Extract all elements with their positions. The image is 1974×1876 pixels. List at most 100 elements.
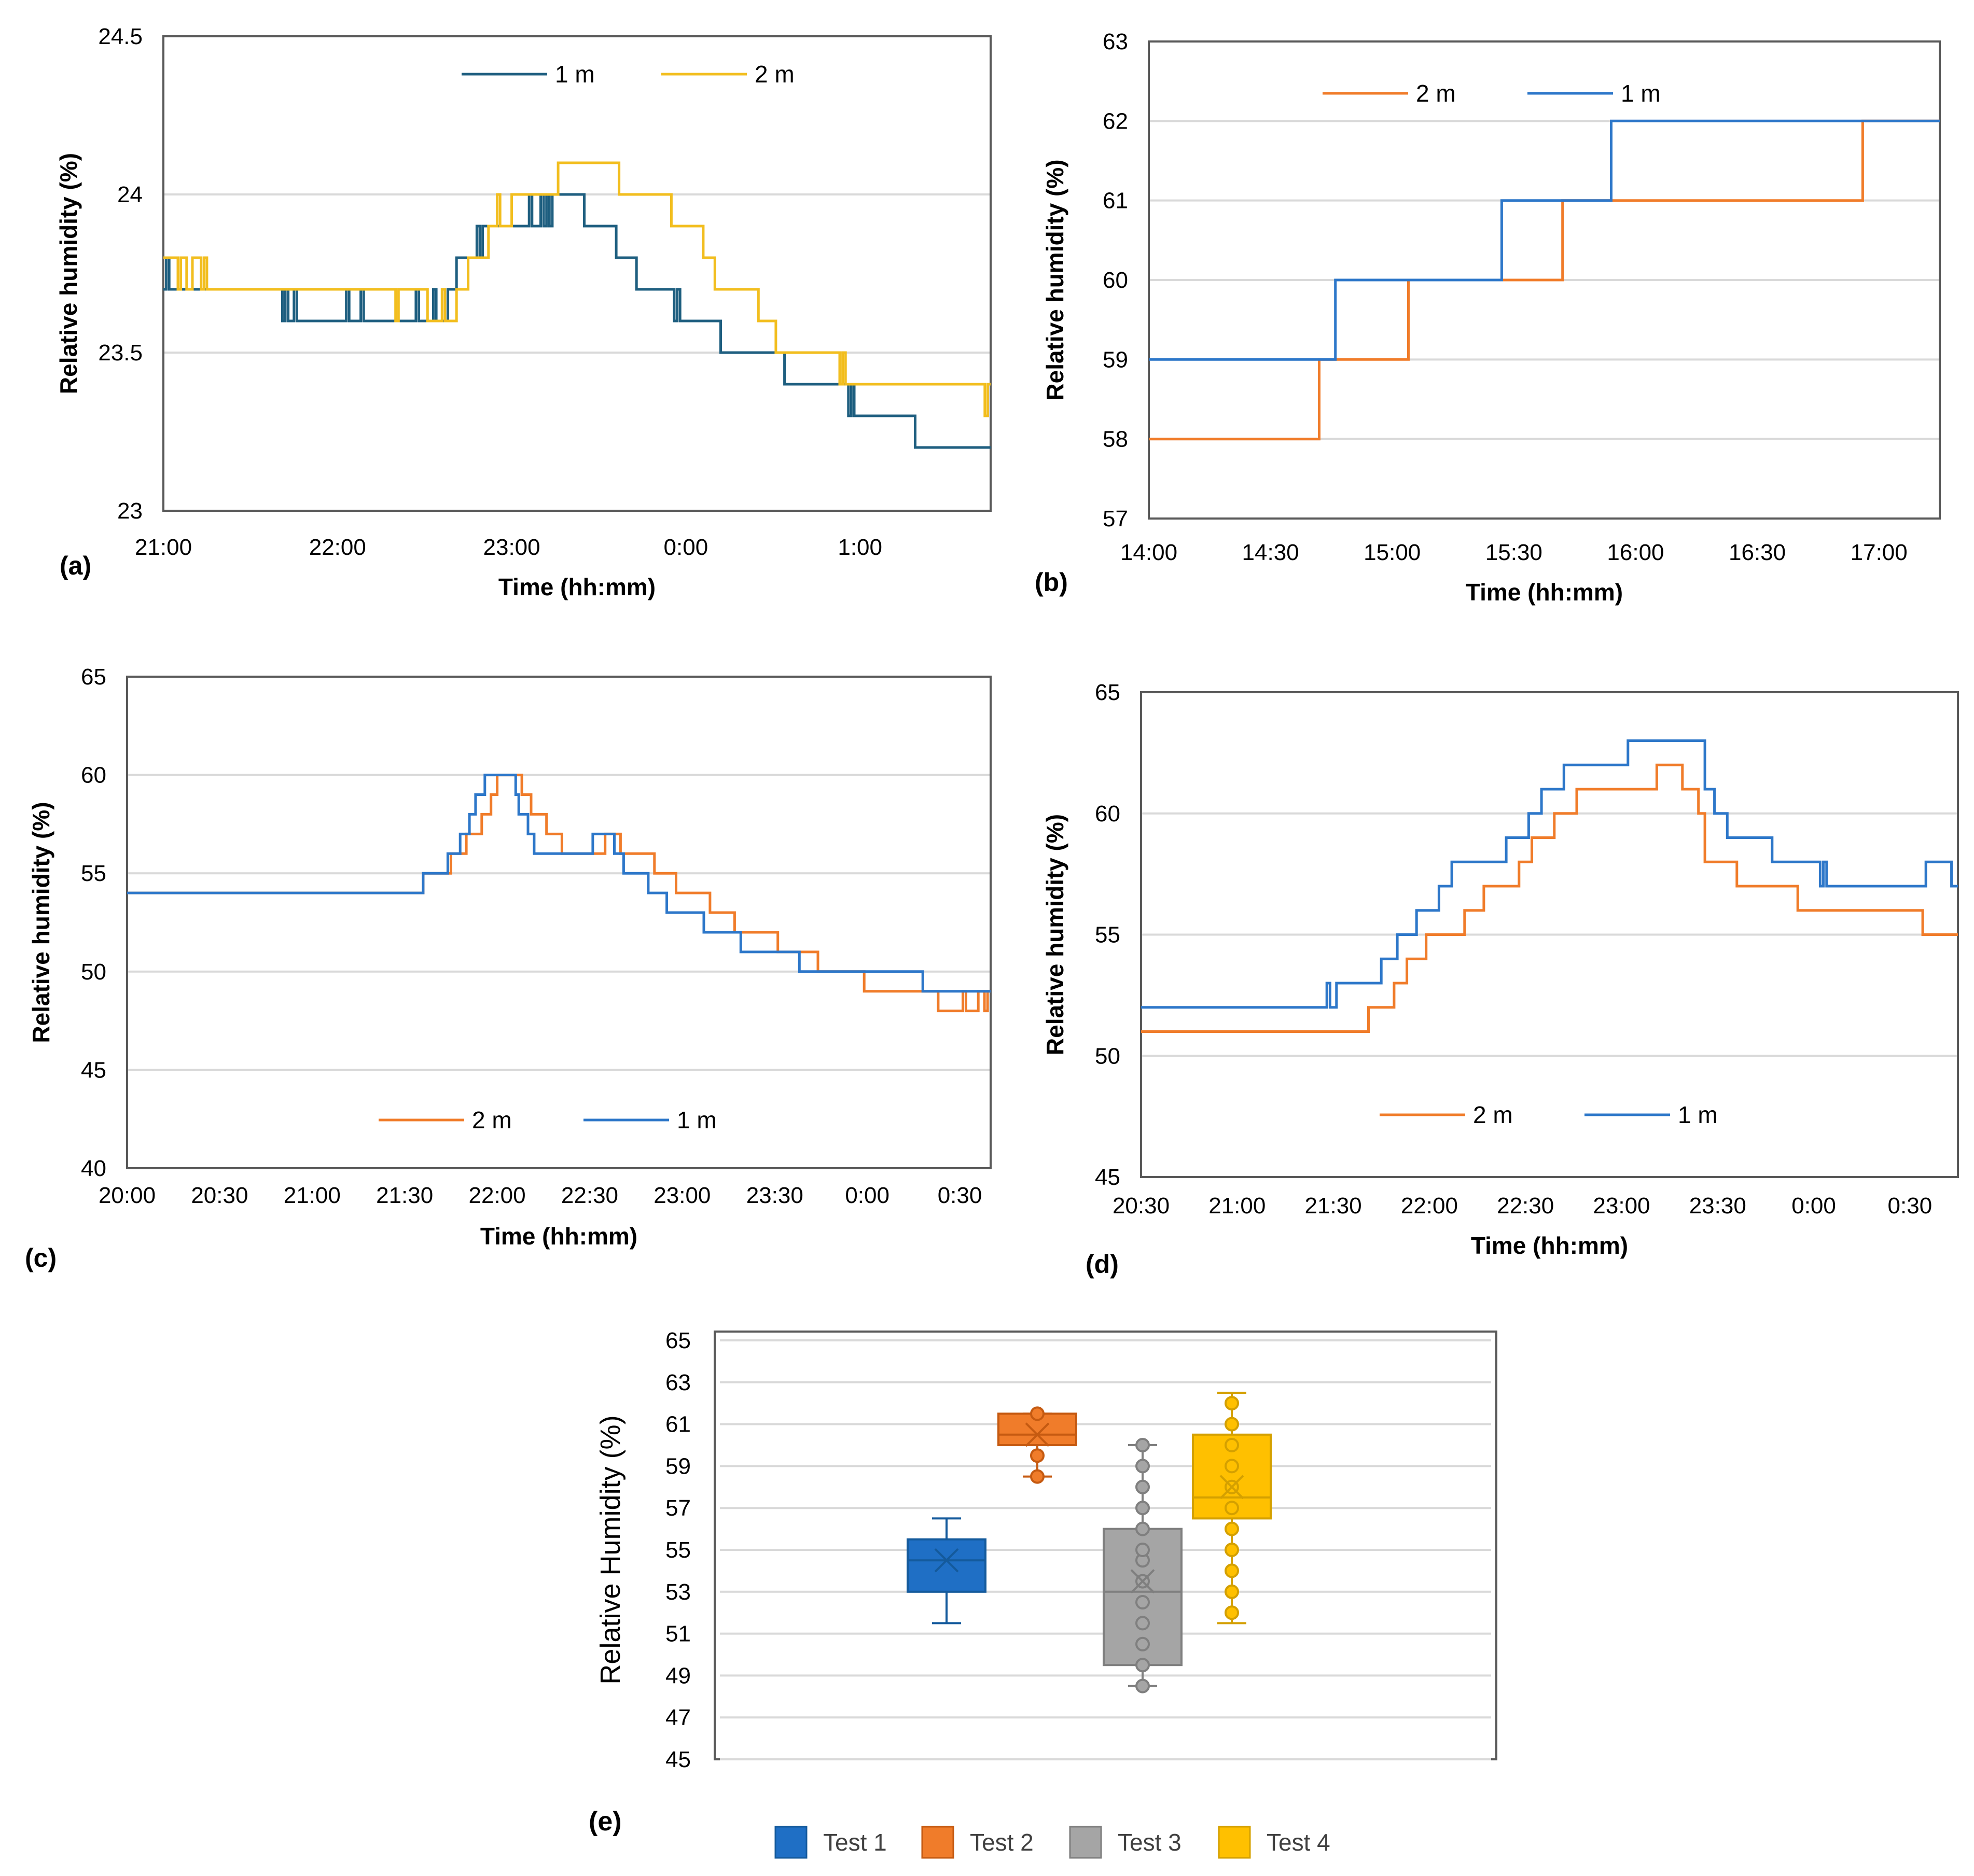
x-tick-label: 14:00 — [1120, 540, 1177, 565]
data-point — [1225, 1563, 1239, 1578]
chart-panel-b: 57 58 59 60 61 62 63 14:00 14:30 15:00 15:30 16:00 1… — [1035, 29, 1941, 606]
chart-panel-c: 40 45 50 55 60 65 20:00 20:30 21:00 21:30 22:00 22:… — [25, 664, 992, 1272]
legend-label: 2 m — [472, 1107, 512, 1133]
x-tick-label: 21:00 — [284, 1183, 341, 1208]
data-point — [1030, 1406, 1045, 1421]
series-line-1m — [127, 774, 991, 993]
x-tick-label: 23:00 — [483, 535, 540, 560]
y-tick-label: 40 — [81, 1156, 106, 1181]
x-tick-label: 1:00 — [838, 535, 882, 560]
y-tick-label: 59 — [665, 1453, 691, 1479]
legend-swatch — [1218, 1826, 1251, 1859]
x-tick-label: 17:00 — [1851, 540, 1908, 565]
x-axis-title: Time (hh:mm) — [498, 573, 656, 600]
y-tick-label: 63 — [665, 1370, 691, 1395]
mean-marker — [1130, 1569, 1155, 1594]
data-point — [1225, 1438, 1239, 1452]
y-tick-label: 55 — [665, 1537, 691, 1563]
series-line-1m — [163, 193, 991, 449]
x-tick-label: 23:30 — [746, 1183, 803, 1208]
legend-label: Test 1 — [823, 1829, 887, 1856]
legend-label: 1 m — [1621, 80, 1661, 107]
box-test-1 — [907, 1517, 986, 1625]
y-tick-label: 55 — [81, 861, 106, 886]
y-tick-label: 23 — [117, 498, 143, 524]
y-tick-label: 50 — [81, 959, 106, 985]
y-tick-label: 51 — [665, 1621, 691, 1647]
panel-label: (c) — [25, 1243, 57, 1272]
legend-label: 1 m — [1678, 1101, 1718, 1128]
x-tick-label: 0:00 — [664, 535, 708, 560]
data-point — [1135, 1595, 1150, 1609]
x-tick-label: 15:00 — [1364, 540, 1421, 565]
data-point — [1030, 1469, 1045, 1484]
y-tick-label: 53 — [665, 1579, 691, 1605]
x-tick-label: 21:30 — [376, 1183, 433, 1208]
y-tick-label: 65 — [81, 664, 106, 690]
x-axis-title: Time (hh:mm) — [480, 1223, 637, 1250]
y-tick-label: 23.5 — [98, 340, 143, 366]
mean-marker — [1025, 1422, 1050, 1447]
x-tick-label: 0:30 — [1888, 1193, 1933, 1219]
series-line-2m — [163, 161, 991, 417]
mean-marker — [1219, 1475, 1244, 1500]
y-tick-label: 65 — [1095, 680, 1120, 705]
data-point — [1135, 1616, 1150, 1631]
data-point — [1135, 1521, 1150, 1536]
legend-label: Test 3 — [1118, 1829, 1181, 1856]
y-tick-label: 45 — [665, 1747, 691, 1772]
x-tick-label: 20:30 — [1113, 1193, 1170, 1219]
legend-label: Test 4 — [1267, 1829, 1330, 1856]
x-axis-title: Time (hh:mm) — [1471, 1232, 1628, 1259]
legend-label: 2 m — [1473, 1101, 1513, 1128]
legend-label: Test 2 — [970, 1829, 1034, 1856]
plot-frame — [162, 35, 992, 512]
y-tick-label: 57 — [1103, 506, 1128, 531]
legend-label: 1 m — [555, 61, 595, 88]
data-point — [1135, 1658, 1150, 1673]
y-tick-label: 59 — [1103, 347, 1128, 372]
x-tick-label: 15:30 — [1485, 540, 1542, 565]
y-tick-label: 45 — [81, 1057, 106, 1083]
panel-label: (a) — [60, 551, 91, 580]
y-tick-label: 62 — [1103, 108, 1128, 134]
y-tick-label: 55 — [1095, 922, 1120, 948]
y-tick-label: 57 — [665, 1495, 691, 1521]
data-point — [1135, 1501, 1150, 1516]
x-tick-label: 22:30 — [1497, 1193, 1554, 1219]
legend-swatch — [774, 1826, 808, 1859]
series-line-2m — [127, 774, 991, 1013]
y-tick-label: 45 — [1095, 1165, 1120, 1190]
data-point — [1030, 1448, 1045, 1463]
y-tick-label: 49 — [665, 1663, 691, 1688]
y-axis-title: Relative humidity (%) — [55, 153, 82, 394]
data-point — [1135, 1479, 1150, 1494]
box-body — [907, 1538, 986, 1593]
series-line-1m — [1141, 739, 1958, 1009]
mean-marker — [934, 1548, 959, 1573]
x-tick-label: 21:00 — [135, 535, 192, 560]
x-tick-label: 23:30 — [1689, 1193, 1746, 1219]
y-tick-label: 63 — [1103, 29, 1128, 54]
data-point — [1225, 1543, 1239, 1557]
data-point — [1225, 1521, 1239, 1536]
x-tick-label: 0:00 — [1791, 1193, 1836, 1219]
y-axis-title: Relative Humidity (%) — [595, 1415, 626, 1684]
data-point — [1225, 1396, 1239, 1411]
chart-panel-e: 45 47 49 51 53 55 57 59 61 63 65 Relative Humidity … — [589, 1328, 1497, 1859]
x-axis-title: Time (hh:mm) — [1466, 579, 1623, 606]
box-test-3 — [1103, 1438, 1183, 1693]
series-line-2m — [1141, 763, 1958, 1033]
data-point — [1135, 1438, 1150, 1452]
y-tick-label: 58 — [1103, 427, 1128, 452]
data-point — [1225, 1459, 1239, 1474]
data-point — [1225, 1605, 1239, 1620]
y-tick-label: 50 — [1095, 1043, 1120, 1069]
y-tick-label: 60 — [1095, 801, 1120, 827]
x-tick-label: 22:00 — [1401, 1193, 1458, 1219]
data-point — [1135, 1636, 1150, 1651]
y-axis-title: Relative humidity (%) — [1041, 814, 1068, 1055]
y-tick-label: 24 — [117, 182, 143, 207]
data-point — [1225, 1584, 1239, 1599]
y-tick-label: 60 — [81, 763, 106, 788]
